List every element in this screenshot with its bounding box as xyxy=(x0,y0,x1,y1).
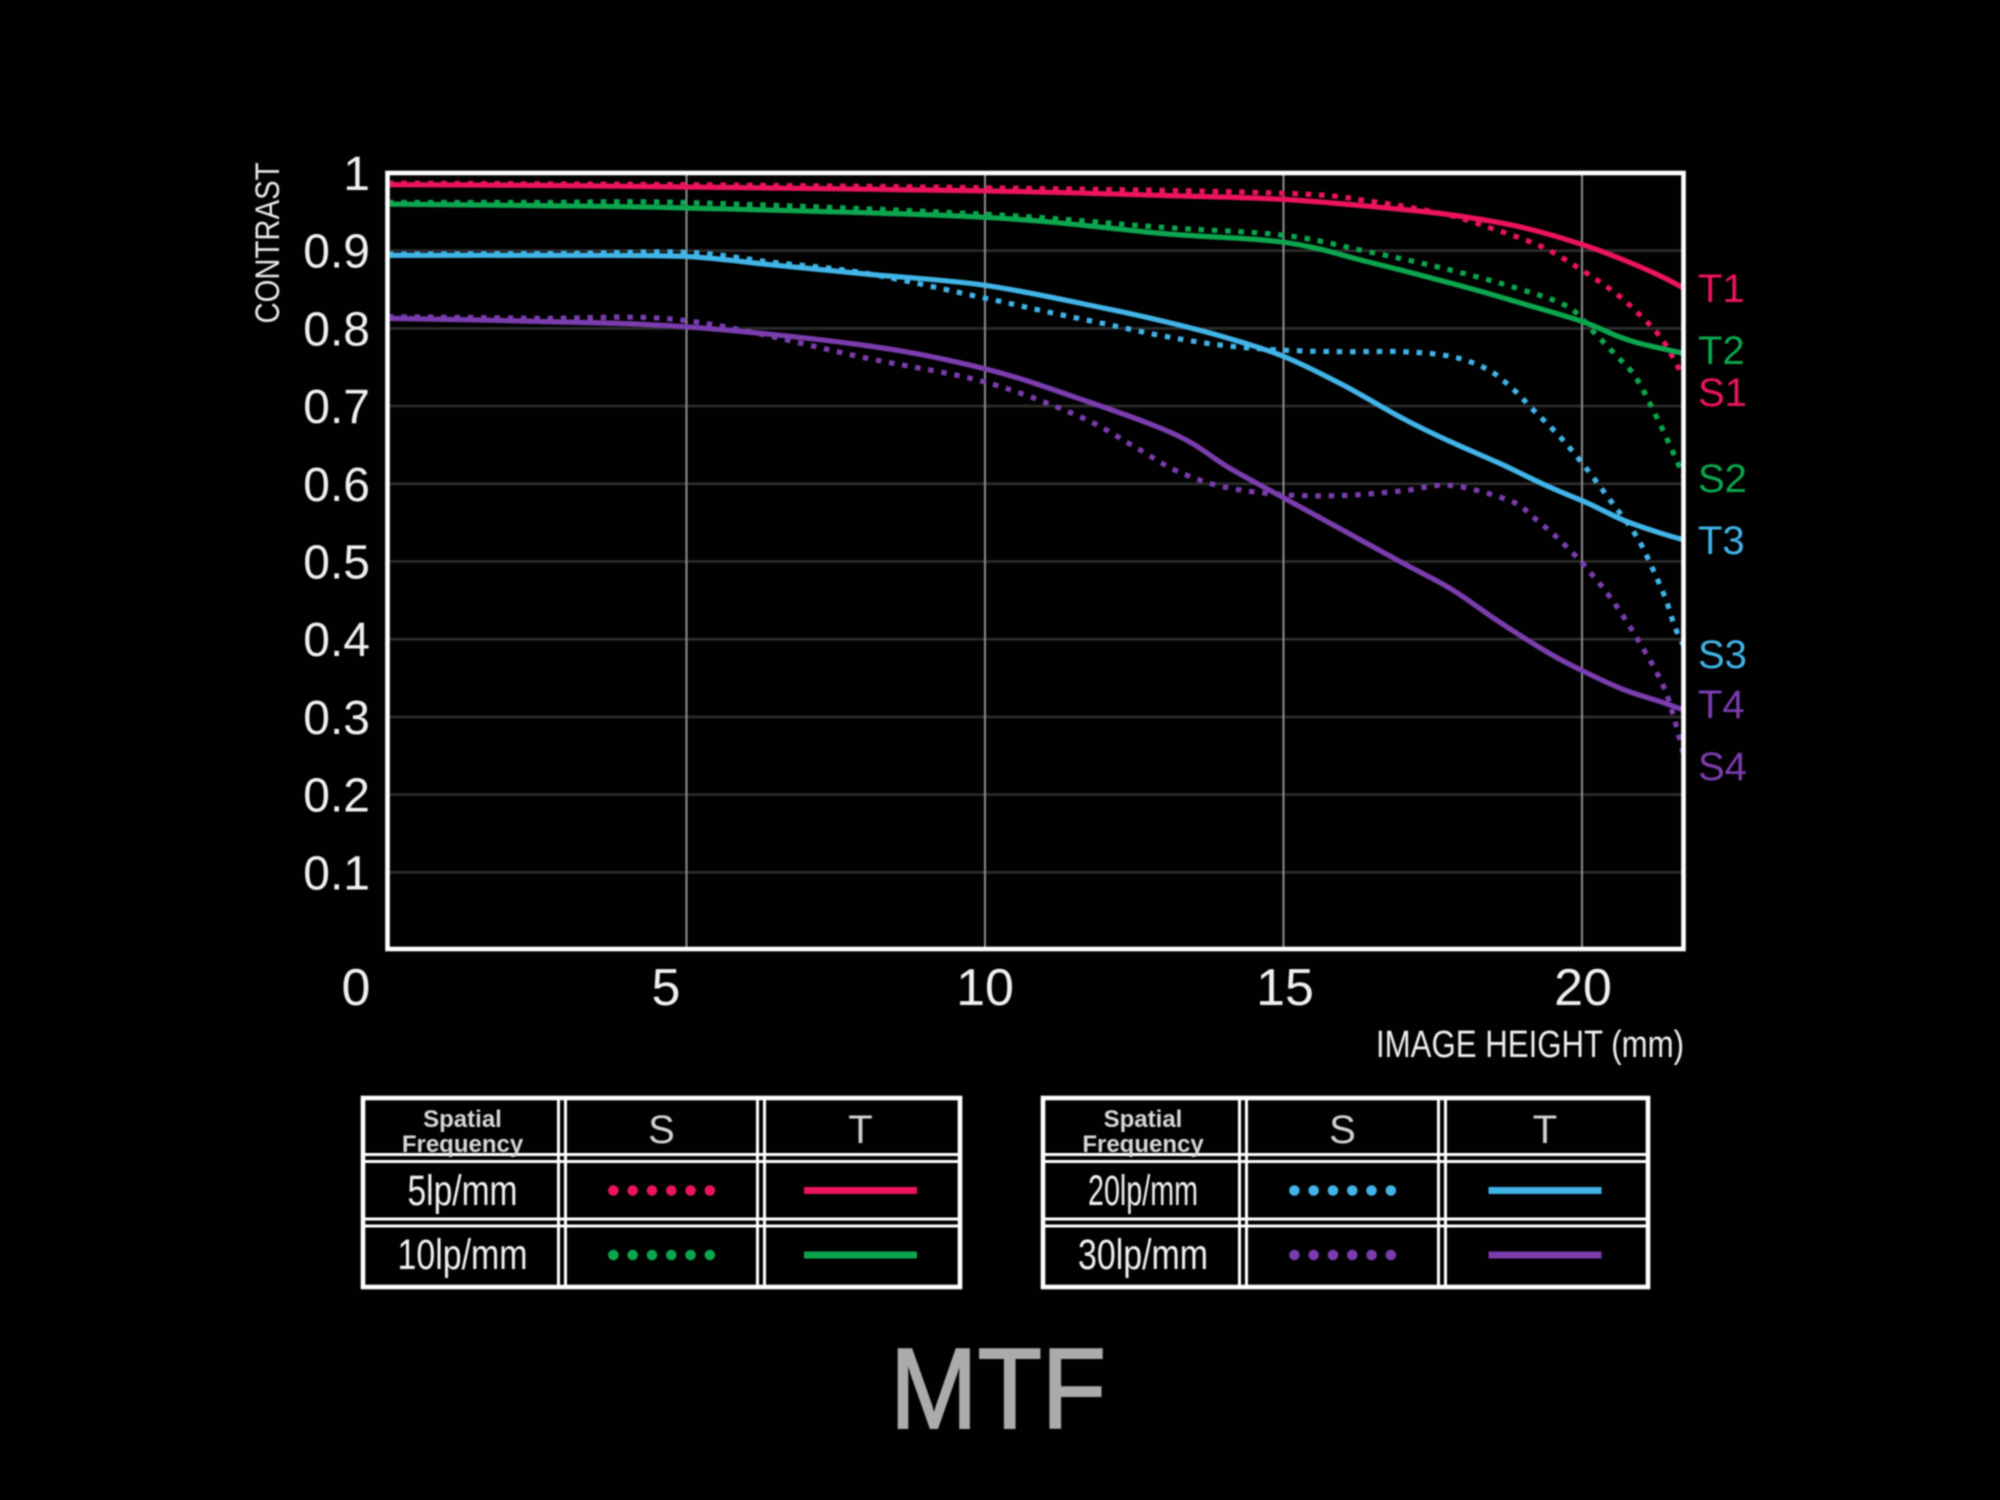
svg-text:Spatial: Spatial xyxy=(423,1106,502,1133)
svg-text:10lp/mm: 10lp/mm xyxy=(398,1231,528,1279)
svg-text:30lp/mm: 30lp/mm xyxy=(1078,1231,1208,1279)
svg-text:Frequency: Frequency xyxy=(402,1131,524,1158)
svg-text:MTF: MTF xyxy=(890,1326,1106,1453)
svg-text:S: S xyxy=(1329,1108,1356,1152)
svg-text:T1: T1 xyxy=(1698,267,1745,311)
svg-text:IMAGE HEIGHT (mm): IMAGE HEIGHT (mm) xyxy=(1376,1024,1684,1066)
svg-text:T4: T4 xyxy=(1698,683,1745,727)
svg-text:0.2: 0.2 xyxy=(303,770,370,823)
svg-text:S2: S2 xyxy=(1698,457,1747,501)
svg-text:0.3: 0.3 xyxy=(303,692,370,745)
svg-text:Spatial: Spatial xyxy=(1104,1106,1183,1133)
svg-text:5lp/mm: 5lp/mm xyxy=(408,1167,518,1215)
svg-text:0.1: 0.1 xyxy=(303,847,370,900)
svg-text:S4: S4 xyxy=(1698,745,1747,789)
svg-text:0.9: 0.9 xyxy=(303,226,370,279)
svg-text:Frequency: Frequency xyxy=(1082,1131,1204,1158)
svg-text:0.5: 0.5 xyxy=(303,537,370,590)
svg-text:5: 5 xyxy=(652,959,681,1017)
svg-text:S3: S3 xyxy=(1698,633,1747,677)
svg-text:0.4: 0.4 xyxy=(303,614,370,667)
svg-text:10: 10 xyxy=(956,959,1014,1017)
svg-text:0.8: 0.8 xyxy=(303,303,370,356)
svg-text:1: 1 xyxy=(343,148,370,201)
svg-text:0.6: 0.6 xyxy=(303,459,370,512)
svg-text:15: 15 xyxy=(1256,959,1314,1017)
svg-text:20lp/mm: 20lp/mm xyxy=(1088,1167,1198,1215)
svg-text:0: 0 xyxy=(342,959,371,1017)
svg-text:T3: T3 xyxy=(1698,519,1745,563)
svg-text:CONTRAST: CONTRAST xyxy=(249,163,287,324)
svg-text:T: T xyxy=(848,1108,872,1152)
svg-text:T: T xyxy=(1533,1108,1557,1152)
svg-text:S: S xyxy=(648,1108,675,1152)
svg-text:0.7: 0.7 xyxy=(303,381,370,434)
svg-text:20: 20 xyxy=(1554,959,1612,1017)
svg-text:S1: S1 xyxy=(1698,371,1747,415)
svg-text:T2: T2 xyxy=(1698,329,1745,373)
